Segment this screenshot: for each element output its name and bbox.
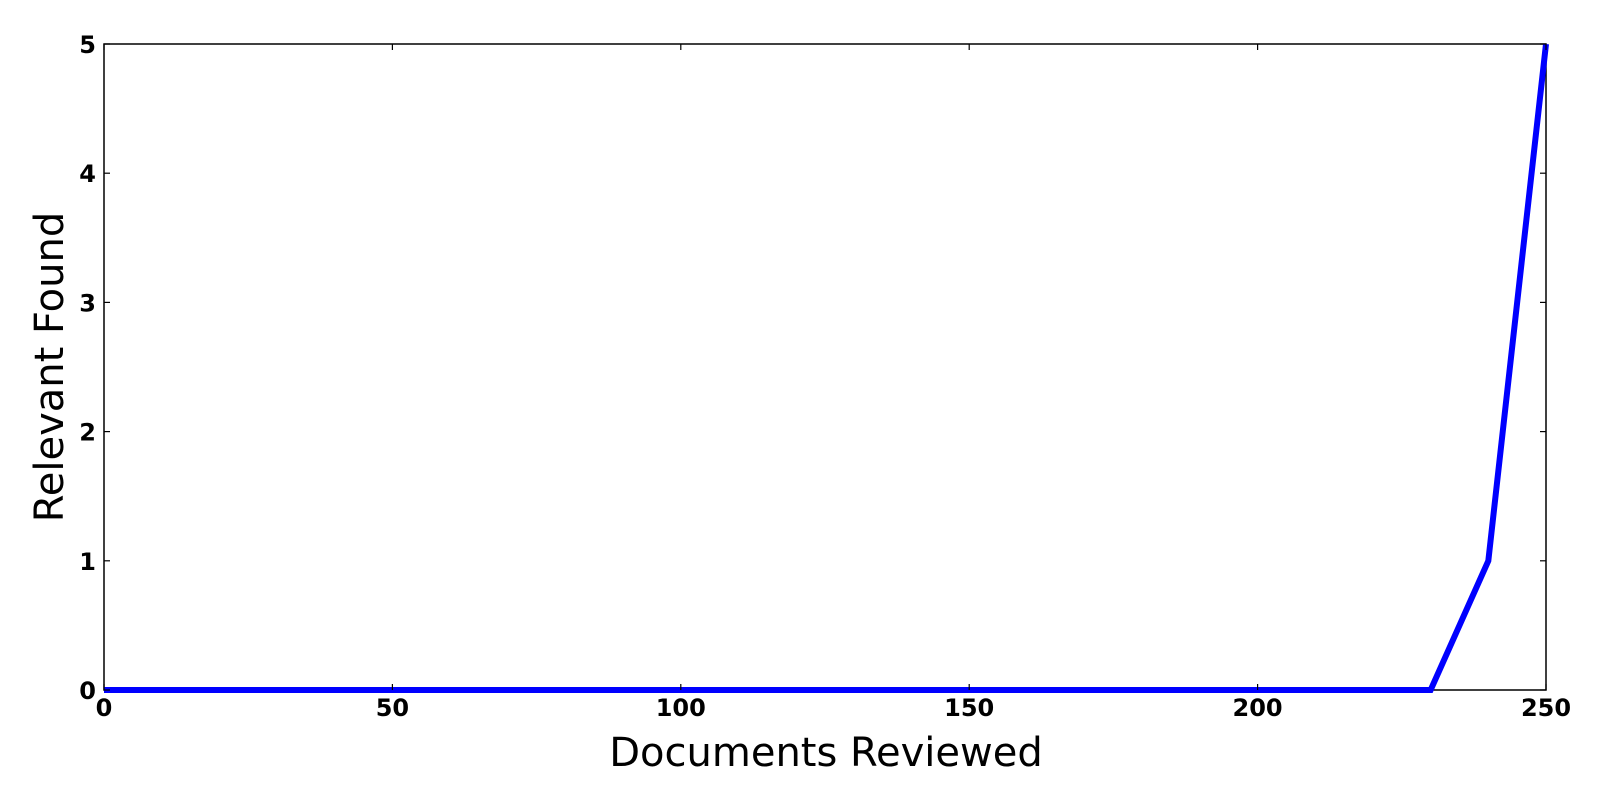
y-tick-label: 0 <box>79 677 96 705</box>
y-tick-label: 1 <box>79 548 96 576</box>
x-axis-ticks: 0 50 100 150 200 250 <box>96 44 1571 722</box>
y-tick-label: 4 <box>79 160 96 188</box>
y-tick-label: 2 <box>79 419 96 447</box>
plot-frame <box>103 43 1547 691</box>
x-tick-label: 50 <box>376 694 409 722</box>
series-group <box>104 43 1549 693</box>
series-line-0 <box>104 43 1549 693</box>
x-tick-label: 200 <box>1233 694 1283 722</box>
y-tick-label: 5 <box>79 31 96 59</box>
x-tick-label: 250 <box>1521 694 1571 722</box>
y-axis-ticks: 0 1 2 3 4 5 <box>79 31 1546 705</box>
plot-frame-group <box>103 43 1547 691</box>
x-tick-label: 150 <box>944 694 994 722</box>
x-tick-label: 100 <box>656 694 706 722</box>
y-tick-label: 3 <box>79 289 96 317</box>
x-tick-label: 0 <box>96 694 113 722</box>
y-axis-title: Relevant Found <box>27 212 73 522</box>
x-axis-title: Documents Reviewed <box>609 730 1043 776</box>
